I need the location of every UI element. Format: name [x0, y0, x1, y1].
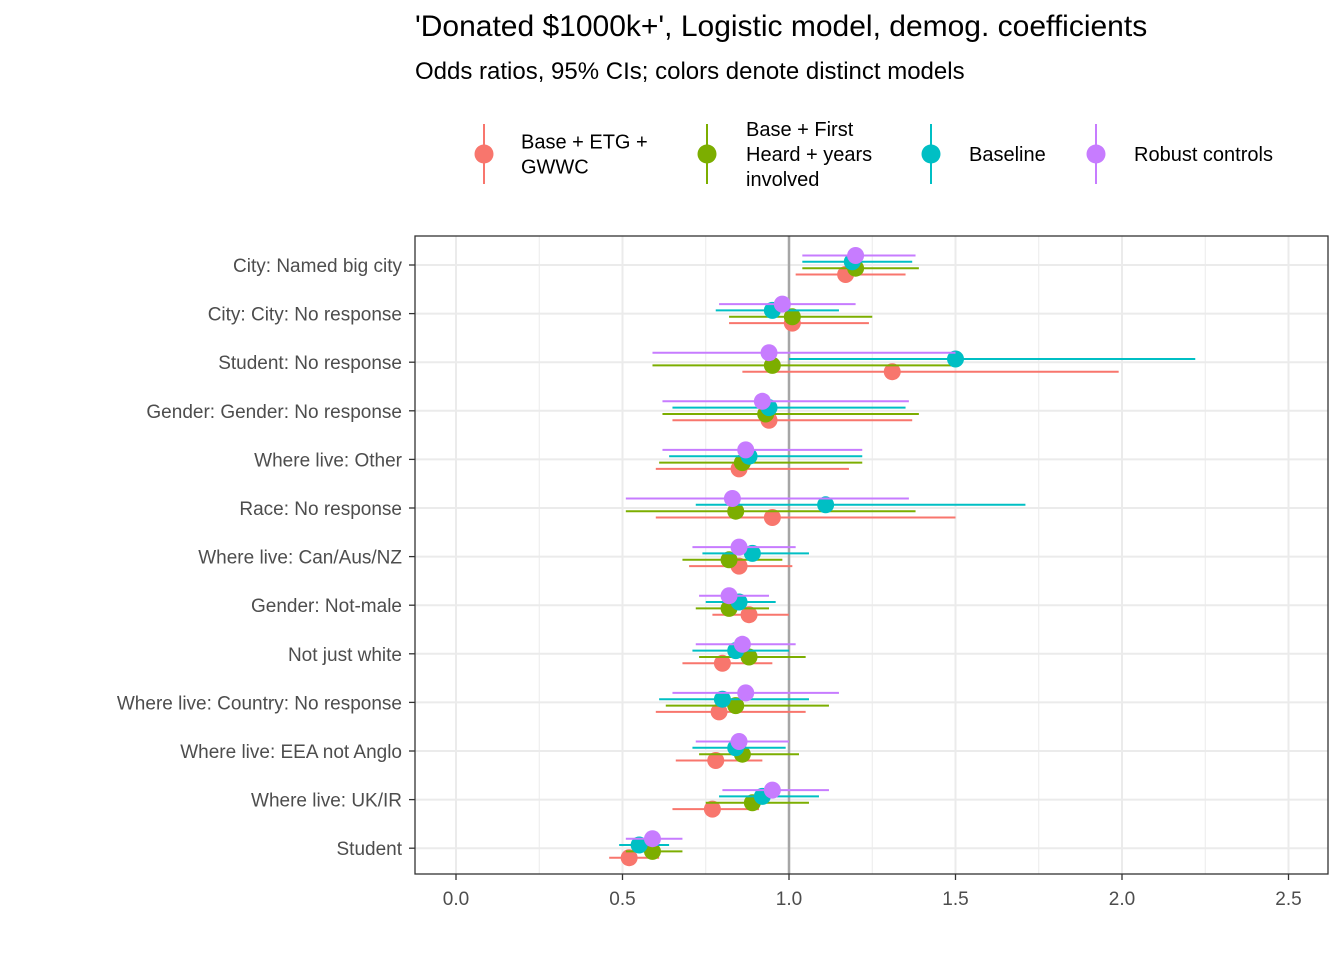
- data-point: [740, 648, 758, 666]
- y-tick-label: Where live: EEA not Anglo: [180, 742, 402, 763]
- legend-label-line: Heard + years: [746, 144, 872, 166]
- data-point: [743, 544, 761, 562]
- legend-label-line: Robust controls: [1134, 144, 1273, 166]
- y-tick-label: Where live: UK/IR: [251, 791, 402, 812]
- data-point: [643, 830, 661, 848]
- data-point: [737, 441, 755, 459]
- y-tick-label: Where live: Other: [254, 450, 402, 471]
- legend-label: Robust controls: [1134, 144, 1273, 166]
- panel-background: [415, 236, 1328, 874]
- y-tick-label: City: Named big city: [233, 256, 402, 277]
- chart-subtitle: Odds ratios, 95% CIs; colors denote dist…: [415, 58, 965, 85]
- data-point: [740, 606, 758, 624]
- y-tick-label: Not just white: [288, 645, 402, 666]
- legend-item-2: Base + First Heard + years involved: [697, 119, 872, 191]
- data-point: [847, 247, 865, 264]
- y-tick-label: Student: No response: [218, 353, 402, 374]
- panel-border: [414, 235, 1329, 875]
- data-point: [620, 849, 638, 867]
- chart-title: 'Donated $1000k+', Logistic model, demog…: [415, 10, 1148, 43]
- data-point: [947, 350, 964, 368]
- data-point: [713, 654, 731, 672]
- data-point: [630, 836, 648, 854]
- data-point: [730, 538, 748, 556]
- legend-label-line: involved: [746, 169, 819, 191]
- y-tick-label: Where live: Country: No response: [117, 693, 402, 714]
- data-point: [753, 392, 771, 410]
- y-tick-label: Gender: Not-male: [251, 596, 402, 617]
- legend-key-point: [474, 144, 494, 164]
- x-tick-label: 2.5: [1275, 889, 1301, 910]
- data-point: [817, 496, 835, 514]
- data-point: [733, 635, 751, 653]
- data-point: [720, 551, 738, 569]
- y-tick-label: Race: No response: [239, 499, 402, 520]
- x-tick-label: 1.5: [942, 889, 968, 910]
- data-point: [723, 490, 741, 507]
- data-point: [763, 781, 781, 799]
- data-point: [707, 752, 725, 769]
- series-4: [625, 247, 956, 848]
- legend-label: Base + First Heard + years involved: [746, 119, 872, 191]
- data-point: [730, 733, 748, 750]
- data-point: [703, 800, 721, 818]
- data-point: [713, 690, 731, 708]
- data-point: [783, 308, 801, 326]
- data-point: [727, 697, 745, 715]
- legend-key-point: [921, 144, 941, 164]
- legend: Base + ETG + GWWC Base + First Heard + year…: [474, 119, 1273, 191]
- legend-item-4: Robust controls: [1086, 124, 1273, 184]
- legend-label-line: Baseline: [969, 144, 1046, 166]
- data-point: [720, 587, 738, 605]
- x-tick-label: 2.0: [1109, 889, 1135, 910]
- legend-label-line: Base + First: [746, 119, 854, 141]
- legend-key-point: [1086, 144, 1106, 164]
- series-2: [625, 259, 959, 860]
- plot-area: City: Named big city City: City: No respo…: [117, 235, 1329, 910]
- y-tick-label: City: City: No response: [208, 305, 402, 326]
- legend-label-line: GWWC: [521, 157, 589, 179]
- data-point: [763, 509, 781, 526]
- data-point: [737, 684, 755, 702]
- data-point: [643, 842, 661, 860]
- legend-item-3: Baseline: [921, 124, 1046, 184]
- legend-label: Baseline: [969, 144, 1046, 166]
- legend-label-line: Base + ETG +: [521, 132, 648, 154]
- data-point: [883, 363, 901, 381]
- x-tick-label: 1.0: [776, 889, 802, 910]
- data-point: [760, 344, 778, 362]
- legend-item-1: Base + ETG + GWWC: [474, 124, 648, 184]
- y-tick-label: Where live: Can/Aus/NZ: [198, 548, 402, 569]
- y-tick-label: Gender: Gender: No response: [146, 402, 402, 423]
- data-point: [773, 295, 791, 313]
- y-tick-label: Student: [337, 839, 403, 860]
- x-tick-label: 0.0: [443, 889, 469, 910]
- legend-key-point: [697, 144, 717, 164]
- x-tick-label: 0.5: [609, 889, 635, 910]
- legend-label: Base + ETG + GWWC: [521, 132, 648, 179]
